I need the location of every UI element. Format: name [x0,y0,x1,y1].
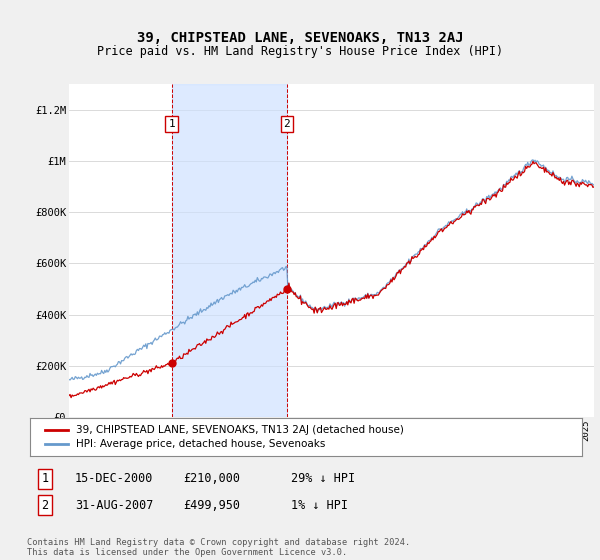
Legend: 39, CHIPSTEAD LANE, SEVENOAKS, TN13 2AJ (detached house), HPI: Average price, de: 39, CHIPSTEAD LANE, SEVENOAKS, TN13 2AJ … [41,421,408,454]
Text: £210,000: £210,000 [183,472,240,486]
Text: 1: 1 [168,119,175,129]
Text: Contains HM Land Registry data © Crown copyright and database right 2024.
This d: Contains HM Land Registry data © Crown c… [27,538,410,557]
Text: 39, CHIPSTEAD LANE, SEVENOAKS, TN13 2AJ: 39, CHIPSTEAD LANE, SEVENOAKS, TN13 2AJ [137,31,463,45]
Text: 15-DEC-2000: 15-DEC-2000 [75,472,154,486]
Text: £499,950: £499,950 [183,498,240,512]
Text: 1% ↓ HPI: 1% ↓ HPI [291,498,348,512]
Text: 31-AUG-2007: 31-AUG-2007 [75,498,154,512]
Bar [172,84,287,417]
Text: 29% ↓ HPI: 29% ↓ HPI [291,472,355,486]
Text: 2: 2 [284,119,290,129]
Text: 1: 1 [41,472,49,486]
Text: 2: 2 [41,498,49,512]
Text: Price paid vs. HM Land Registry's House Price Index (HPI): Price paid vs. HM Land Registry's House … [97,45,503,58]
